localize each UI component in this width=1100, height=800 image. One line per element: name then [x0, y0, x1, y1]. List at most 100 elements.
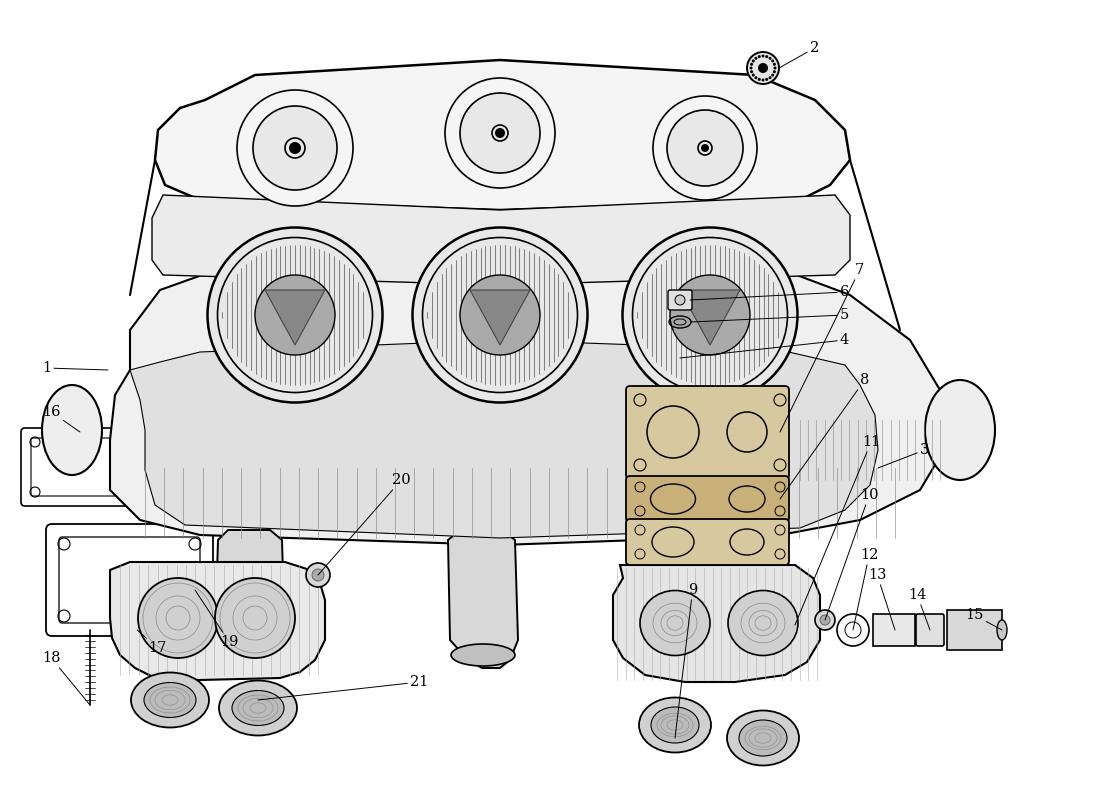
Text: 20: 20 [318, 473, 410, 575]
FancyBboxPatch shape [626, 519, 789, 565]
Polygon shape [470, 290, 530, 345]
Bar [947, 610, 1002, 650]
Text: 12: 12 [852, 548, 879, 630]
Polygon shape [155, 60, 850, 210]
Ellipse shape [739, 720, 786, 756]
Circle shape [766, 55, 768, 58]
Polygon shape [130, 340, 878, 538]
Circle shape [758, 78, 761, 81]
Circle shape [312, 569, 324, 581]
Polygon shape [653, 532, 725, 666]
Text: 6: 6 [690, 285, 849, 300]
Text: 21: 21 [258, 675, 428, 700]
Ellipse shape [460, 275, 540, 355]
Ellipse shape [640, 590, 710, 655]
Circle shape [769, 57, 771, 60]
Circle shape [755, 57, 758, 60]
Circle shape [773, 66, 777, 70]
Ellipse shape [451, 644, 515, 666]
Text: res: res [770, 364, 864, 416]
Text: 18: 18 [42, 651, 90, 705]
Circle shape [773, 62, 776, 66]
Ellipse shape [925, 380, 996, 480]
Text: 7: 7 [780, 263, 865, 432]
Text: 17: 17 [138, 630, 166, 655]
Polygon shape [448, 530, 518, 668]
Circle shape [460, 93, 540, 173]
Circle shape [675, 295, 685, 305]
Text: 5: 5 [691, 308, 849, 322]
Text: 8: 8 [780, 373, 869, 499]
Polygon shape [152, 195, 850, 285]
Ellipse shape [727, 710, 799, 766]
Circle shape [815, 610, 835, 630]
Polygon shape [265, 290, 324, 345]
Text: 10: 10 [825, 488, 879, 620]
FancyBboxPatch shape [916, 614, 944, 646]
Circle shape [701, 144, 710, 152]
Circle shape [289, 142, 301, 154]
Ellipse shape [144, 682, 196, 718]
FancyBboxPatch shape [626, 386, 789, 479]
Text: 19: 19 [195, 590, 239, 649]
Circle shape [766, 78, 768, 81]
Circle shape [236, 90, 353, 206]
Circle shape [820, 615, 830, 625]
Bar [873, 614, 915, 646]
Ellipse shape [216, 644, 280, 666]
Text: 15: 15 [965, 608, 1002, 630]
FancyBboxPatch shape [668, 290, 692, 310]
Circle shape [750, 70, 754, 74]
Text: 16: 16 [42, 405, 80, 432]
Circle shape [653, 96, 757, 200]
Ellipse shape [623, 227, 798, 402]
Circle shape [769, 76, 771, 79]
Circle shape [771, 74, 774, 77]
Ellipse shape [412, 227, 587, 402]
Ellipse shape [651, 707, 698, 743]
FancyBboxPatch shape [626, 476, 789, 522]
Ellipse shape [670, 275, 750, 355]
Ellipse shape [639, 698, 711, 753]
Text: 1: 1 [42, 361, 108, 375]
Circle shape [750, 62, 754, 66]
Circle shape [306, 563, 330, 587]
Circle shape [758, 63, 768, 73]
Polygon shape [680, 290, 740, 345]
Ellipse shape [131, 673, 209, 727]
Circle shape [761, 78, 764, 82]
Text: 4: 4 [680, 333, 849, 358]
Circle shape [761, 54, 764, 58]
Ellipse shape [232, 690, 284, 726]
Circle shape [749, 66, 752, 70]
Circle shape [771, 59, 774, 62]
Ellipse shape [138, 578, 218, 658]
Circle shape [751, 74, 755, 77]
Polygon shape [613, 565, 820, 682]
Ellipse shape [728, 590, 798, 655]
Text: 2: 2 [779, 41, 820, 68]
Polygon shape [214, 530, 285, 668]
Ellipse shape [997, 620, 1006, 640]
Ellipse shape [208, 227, 383, 402]
Circle shape [446, 78, 556, 188]
Circle shape [253, 106, 337, 190]
Circle shape [747, 52, 779, 84]
Ellipse shape [255, 275, 336, 355]
Polygon shape [110, 255, 950, 545]
Text: 3: 3 [878, 443, 930, 468]
Ellipse shape [658, 641, 720, 663]
Circle shape [758, 55, 761, 58]
Polygon shape [110, 562, 324, 680]
Circle shape [751, 59, 755, 62]
Circle shape [667, 110, 743, 186]
Ellipse shape [219, 681, 297, 735]
Text: 11: 11 [795, 435, 880, 625]
Circle shape [755, 76, 758, 79]
Circle shape [773, 70, 776, 74]
Text: 14: 14 [908, 588, 930, 630]
Text: 9: 9 [675, 583, 697, 738]
Text: eurospares: eurospares [340, 364, 673, 416]
Ellipse shape [42, 385, 102, 475]
Ellipse shape [214, 578, 295, 658]
